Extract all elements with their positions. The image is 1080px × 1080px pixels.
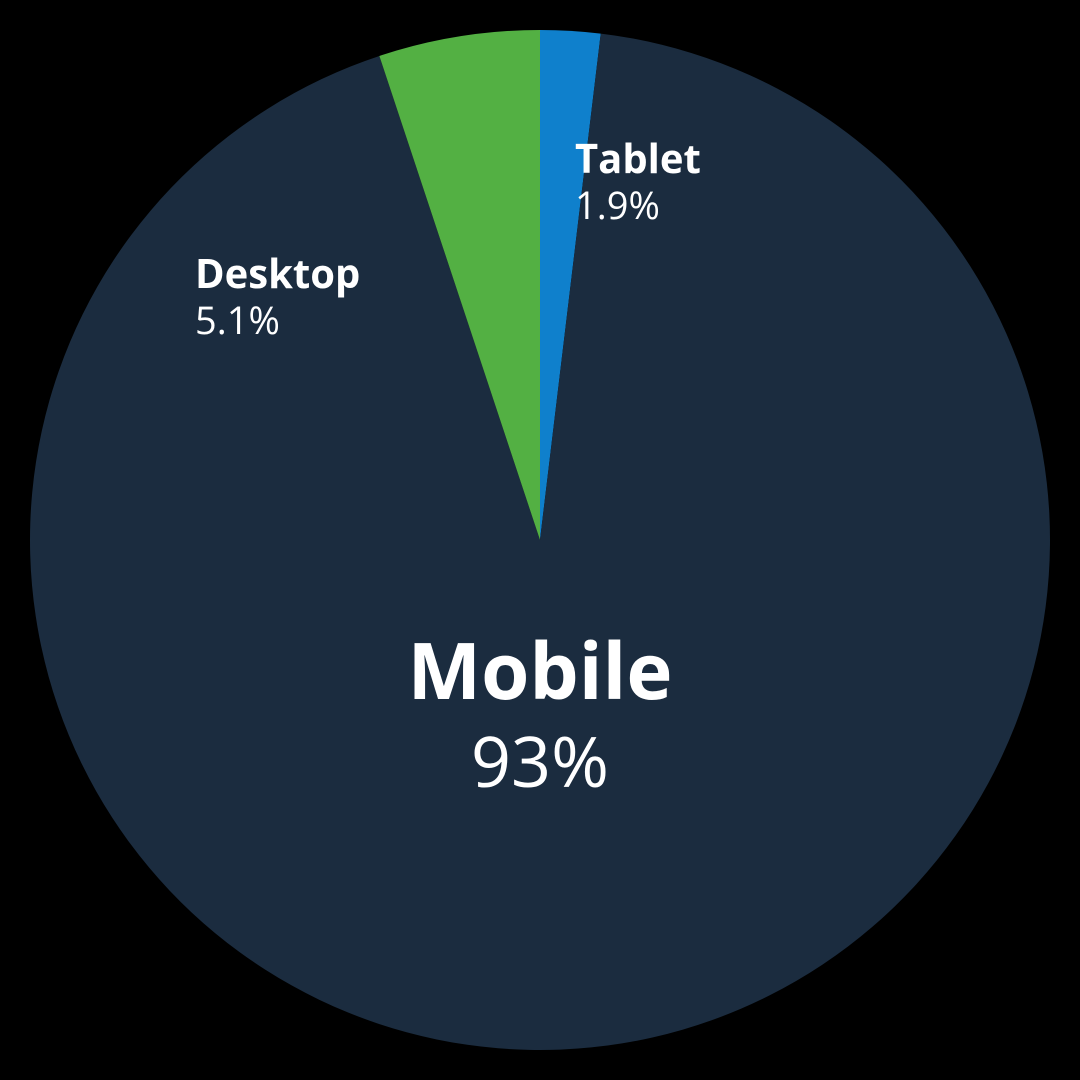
slice-label-tablet: Tablet 1.9% — [575, 135, 701, 230]
pie-chart-svg — [0, 0, 1080, 1080]
slice-title-tablet: Tablet — [575, 135, 701, 181]
slice-value-mobile: 93% — [380, 715, 700, 806]
slice-label-mobile: Mobile 93% — [380, 625, 700, 806]
slice-value-tablet: 1.9% — [575, 181, 701, 230]
pie-chart: Tablet 1.9% Desktop 5.1% Mobile 93% — [0, 0, 1080, 1080]
slice-title-desktop: Desktop — [195, 250, 360, 296]
slice-label-desktop: Desktop 5.1% — [195, 250, 360, 345]
slice-title-mobile: Mobile — [380, 625, 700, 715]
slice-value-desktop: 5.1% — [195, 296, 360, 345]
